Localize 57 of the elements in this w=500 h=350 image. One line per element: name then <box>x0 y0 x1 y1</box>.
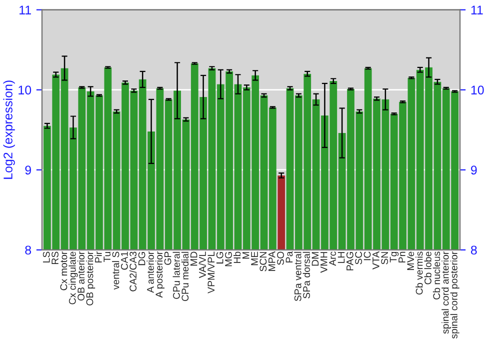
y2-tick-label: 9 <box>471 166 477 175</box>
x-tick-label: SCN <box>260 252 267 272</box>
x-tick-label: MVe <box>407 252 414 270</box>
x-tick-label: Cb vermis <box>416 252 423 295</box>
x-tick-label: VA/VL <box>198 252 206 278</box>
x-tick-label: CA1 <box>120 252 128 270</box>
x-tick-label: IC <box>364 252 371 260</box>
x-tick-label: Hb <box>233 252 241 263</box>
x-tick-label: SO <box>277 252 284 265</box>
x-tick-label: SPa dorsal <box>302 252 310 298</box>
x-tick-label: LH <box>338 252 345 263</box>
x-tick-label: Pn <box>398 252 406 262</box>
x-tick-label: OB anterior <box>77 251 84 301</box>
x-tick-label: LG <box>216 252 224 264</box>
x-tick-label: RS <box>52 252 58 264</box>
y-tick-label: 11 <box>20 6 31 14</box>
x-tick-label: SPa ventral <box>294 252 302 302</box>
x-tick-label: Arc <box>329 252 336 266</box>
x-tick-label: ME <box>251 252 258 266</box>
x-tick-label: Cx motor <box>60 251 68 290</box>
x-tick-label: SN <box>381 252 388 264</box>
x-tick-label: VTA <box>372 251 380 270</box>
x-tick-label: CPu medial <box>181 252 189 302</box>
y-tick-label: 9 <box>25 166 31 175</box>
y-tick-label: 8 <box>25 246 32 255</box>
x-tick-label: Tu <box>104 252 111 262</box>
x-tick-label: MPA <box>268 251 276 271</box>
x-tick-label: SC <box>355 252 362 264</box>
x-tick-label: GP <box>164 252 172 265</box>
y-axis-title: Log2 (expression) <box>3 80 15 179</box>
x-tick-label: spinal cord posterior <box>450 251 460 339</box>
x-tick-label: Pa <box>286 251 293 262</box>
x-tick-label: MG <box>225 252 232 266</box>
x-tick-label: DM <box>312 252 319 266</box>
x-tick-label: Cb lobe <box>424 252 432 284</box>
x-tick-label: A posterior <box>155 251 164 298</box>
x-tick-label: A anterior <box>146 251 154 293</box>
x-tick-label: ventral S <box>112 252 120 290</box>
x-tick-label: LS <box>42 252 50 262</box>
x-tick-label: CA2/CA3 <box>129 252 137 292</box>
x-tick-label: Cb nucleus <box>432 252 440 300</box>
x-tick-label: Tg <box>390 252 399 262</box>
x-tick-label: spinal cord anterior <box>442 251 451 334</box>
x-tick-label: CPu lateral <box>172 252 180 299</box>
x-tick-label: Cx cingulate <box>68 252 78 304</box>
y-tick-label: 10 <box>18 86 32 94</box>
x-tick-label: PAG <box>346 252 354 270</box>
y2-tick-label: 10 <box>471 86 484 94</box>
y2-tick-label: 8 <box>470 246 477 255</box>
x-tick-label: M <box>242 252 250 259</box>
x-tick-label: DG <box>138 252 146 266</box>
x-tick-label: MD <box>190 252 198 266</box>
x-tick-label: Pir <box>94 251 102 262</box>
x-tick-label: VPM/VPL <box>207 252 215 294</box>
x-tick-label: OB posterior <box>86 251 96 306</box>
x-tick-label: VMH <box>320 252 328 273</box>
y2-tick-label: 11 <box>471 6 483 14</box>
